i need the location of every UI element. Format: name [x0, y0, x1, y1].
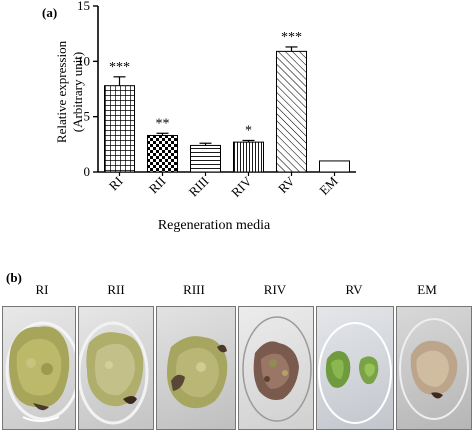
y-tick-label-2: 10: [77, 53, 90, 68]
x-tick-label-ri: RI: [106, 174, 126, 194]
significance-ri: ***: [109, 60, 130, 75]
photo-label-ri: RI: [35, 282, 49, 297]
y-tick-label-1: 5: [84, 109, 91, 124]
panel-a-label: (a): [42, 5, 57, 20]
bar-riii: [190, 144, 221, 173]
bar-riv: [233, 141, 264, 173]
bar-em: [319, 160, 350, 173]
photo-label-riv: RIV: [263, 282, 287, 297]
photo-riv: [238, 306, 314, 430]
y-ticks: 0 5 10 15: [77, 0, 98, 179]
bar-rv: [276, 50, 307, 173]
photo-em: [396, 306, 472, 430]
photo-riii: [156, 306, 236, 430]
x-tick-label-em: EM: [316, 173, 341, 198]
photo-label-riii: RIII: [183, 282, 205, 297]
bar-chart: (a) Relative expression (Arbitrary unit)…: [42, 0, 356, 233]
photo-label-rii: RII: [107, 282, 125, 297]
x-ticks: RI RII RIII RIV RV EM: [106, 172, 341, 200]
y-tick-label-0: 0: [84, 164, 91, 179]
x-tick-label-rv: RV: [275, 173, 298, 196]
axes: [97, 6, 356, 173]
y-tick-label-3: 15: [77, 0, 90, 13]
x-tick-label-riv: RIV: [228, 173, 255, 200]
bars: ***** ****: [104, 30, 350, 173]
x-axis-label: Regeneration media: [158, 218, 271, 233]
photo-label-em: EM: [417, 282, 437, 297]
significance-rv: ***: [281, 30, 302, 45]
bar-rii: [147, 134, 178, 173]
photo-label-rv: RV: [345, 282, 363, 297]
photo-ri: [2, 306, 76, 430]
significance-rii: **: [156, 116, 170, 131]
x-tick-label-rii: RII: [146, 174, 169, 197]
x-tick-label-riii: RIII: [186, 174, 212, 200]
photo-rv: [316, 306, 394, 430]
photo-rii: [78, 306, 154, 430]
y-axis-label-unit: (Arbitrary unit): [70, 52, 85, 133]
panel-b: (b) RI RII RIII RIV RV EM: [0, 270, 474, 432]
bar-ri: [104, 85, 135, 173]
significance-riv: *: [245, 123, 252, 138]
panel-b-label: (b): [6, 270, 22, 285]
y-axis-label: Relative expression: [54, 40, 69, 143]
